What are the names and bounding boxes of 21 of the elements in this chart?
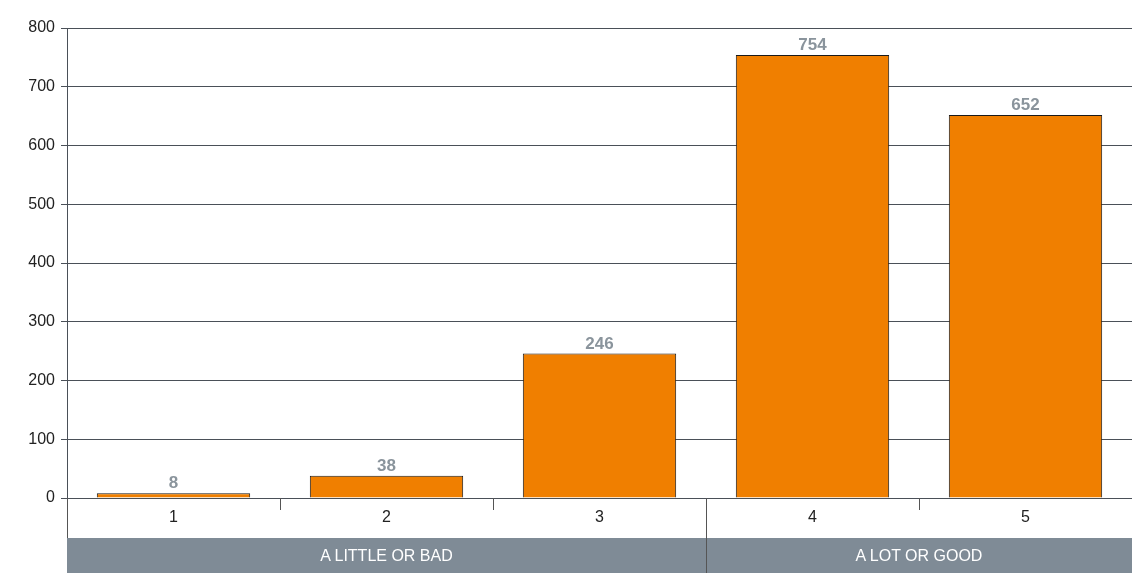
text: A LITTLE OR BAD bbox=[320, 546, 453, 564]
x-tick-label: 3 bbox=[595, 508, 605, 526]
y-tick-label: 800 bbox=[28, 18, 56, 36]
x-tick-label: 1 bbox=[169, 508, 179, 526]
x-tick-label: 4 bbox=[808, 508, 818, 526]
y-tick-label: 300 bbox=[28, 312, 56, 330]
data-label: 652 bbox=[1011, 95, 1040, 115]
x-tick-label: 2 bbox=[382, 508, 392, 526]
data-label: 8 bbox=[168, 473, 179, 493]
data-label: 754 bbox=[798, 35, 828, 55]
data-label: 38 bbox=[377, 455, 396, 475]
y-tick-label: 100 bbox=[28, 429, 56, 447]
y-tick-label: 200 bbox=[28, 370, 56, 388]
y-tick-label: 700 bbox=[28, 77, 56, 95]
data-label: 246 bbox=[585, 333, 614, 353]
y-tick-label: 400 bbox=[28, 253, 56, 271]
x-tick-label: 5 bbox=[1021, 508, 1031, 526]
text: A LOT OR GOOD bbox=[855, 546, 983, 564]
y-tick-label: 0 bbox=[46, 488, 56, 506]
y-tick-label: 600 bbox=[28, 135, 56, 153]
y-tick-label: 500 bbox=[28, 194, 56, 212]
